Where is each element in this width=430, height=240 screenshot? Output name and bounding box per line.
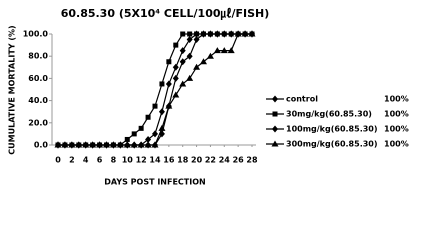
marker [144,141,152,148]
y-axis-title: CUMULATIVE MORTALITY (%) [8,25,17,154]
marker [200,30,207,38]
legend-value: 100% [384,125,409,134]
legend-marker [272,95,278,103]
marker [193,36,200,44]
x-tick-label: 16 [163,156,175,165]
marker [213,47,221,54]
legend-marker [272,125,278,133]
marker [145,114,151,120]
marker [206,52,214,59]
x-tick-label: 2 [69,156,75,165]
marker [186,74,194,81]
legend-label: control [286,95,318,104]
marker [96,141,104,148]
marker [194,31,200,37]
marker [220,47,228,54]
marker [54,141,62,148]
marker [130,141,138,148]
marker [166,59,172,65]
marker [207,30,214,38]
marker [165,80,172,88]
marker [172,91,180,98]
marker [61,141,69,148]
marker [200,58,207,65]
x-tick-label: 12 [136,156,147,165]
marker [227,47,235,54]
marker [137,141,145,148]
marker [75,141,83,148]
marker [173,42,179,48]
legend-marker [271,140,279,147]
x-axis-title: DAYS POST INFECTION [104,178,205,187]
y-tick-label: 80.0 [28,52,48,61]
y-tick-label: 20.0 [28,118,48,127]
marker [193,63,201,70]
marker [234,30,242,37]
marker [221,30,228,38]
marker [82,141,90,148]
marker [248,30,256,37]
marker [179,58,186,66]
x-tick-label: 24 [219,156,231,165]
marker [123,141,131,148]
chart: 60.85.30 (5X10⁴ CELL/100㎕/FISH) DAYS POS… [8,7,409,187]
marker [187,31,193,37]
marker [172,74,179,82]
marker [159,81,165,87]
legend-label: 30mg/kg(60.85.30) [286,110,372,119]
marker [109,141,117,148]
x-tick-label: 22 [205,156,216,165]
legend-value: 100% [384,140,409,149]
legend-marker [272,111,278,117]
x-tick-label: 0 [55,156,61,165]
y-tick-label: 40.0 [28,96,48,105]
marker [124,136,130,142]
chart-title: 60.85.30 (5X10⁴ CELL/100㎕/FISH) [61,7,270,20]
marker [228,30,235,38]
marker [131,131,137,137]
marker [214,30,221,38]
x-tick-label: 20 [191,156,203,165]
marker [172,63,179,71]
x-tick-label: 6 [97,156,103,165]
marker [138,125,144,131]
legend-value: 100% [384,95,409,104]
legend-label: 100mg/kg(60.85.30) [286,125,378,134]
x-tick-label: 14 [149,156,161,165]
marker [179,47,186,55]
marker [152,130,158,138]
marker [165,102,173,109]
x-tick-label: 28 [246,156,258,165]
marker [241,30,249,37]
x-tick-label: 8 [111,156,117,165]
marker [68,141,76,148]
marker [186,52,193,60]
marker [145,135,152,143]
x-tick-label: 10 [122,156,134,165]
marker [103,141,110,148]
x-tick-label: 18 [177,156,189,165]
y-tick-label: 100.0 [23,30,49,39]
marker [158,108,165,116]
y-tick-label: 60.0 [28,74,48,83]
marker [158,124,166,131]
marker [151,141,159,148]
x-tick-label: 26 [233,156,245,165]
marker [179,80,187,87]
marker [89,141,97,148]
marker [116,141,124,148]
marker [152,103,158,109]
x-tick-label: 4 [83,156,89,165]
y-tick-label: 0.0 [34,141,49,150]
legend-value: 100% [384,110,409,119]
marker [186,36,193,44]
legend-label: 300mg/kg(60.85.30) [286,140,378,149]
marker [180,31,186,37]
